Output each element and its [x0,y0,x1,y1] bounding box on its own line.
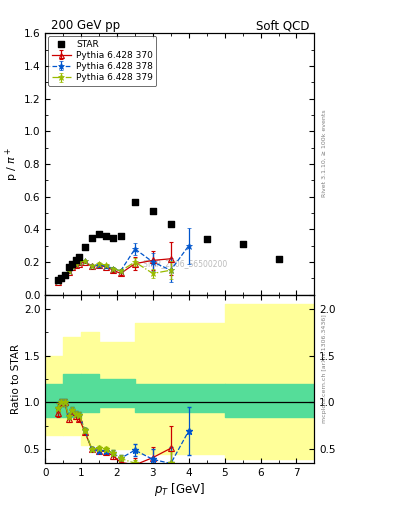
STAR [110,233,117,242]
STAR [275,254,282,263]
Y-axis label: p / $\pi^+$: p / $\pi^+$ [4,147,21,181]
Text: Rivet 3.1.10, ≥ 100k events: Rivet 3.1.10, ≥ 100k events [322,110,327,198]
Text: STAR_2006_S6500200: STAR_2006_S6500200 [143,260,228,269]
Text: mcplots.cern.ch [arXiv:1306.3436]: mcplots.cern.ch [arXiv:1306.3436] [322,314,327,423]
STAR [96,230,102,239]
STAR [76,253,83,261]
STAR [62,271,68,279]
STAR [81,243,88,251]
STAR [150,207,156,216]
Text: 200 GeV pp: 200 GeV pp [51,19,120,32]
STAR [58,274,64,283]
STAR [55,276,61,284]
STAR [89,233,95,242]
STAR [65,263,72,271]
STAR [204,235,210,243]
STAR [239,240,246,248]
X-axis label: $p_T$ [GeV]: $p_T$ [GeV] [154,481,206,498]
Y-axis label: Ratio to STAR: Ratio to STAR [11,344,21,414]
STAR [132,198,138,206]
STAR [118,232,124,240]
Legend: STAR, Pythia 6.428 370, Pythia 6.428 378, Pythia 6.428 379: STAR, Pythia 6.428 370, Pythia 6.428 378… [48,36,156,86]
STAR [69,260,75,268]
STAR [168,220,174,228]
STAR [73,257,79,265]
STAR [103,232,109,240]
Text: Soft QCD: Soft QCD [255,19,309,32]
